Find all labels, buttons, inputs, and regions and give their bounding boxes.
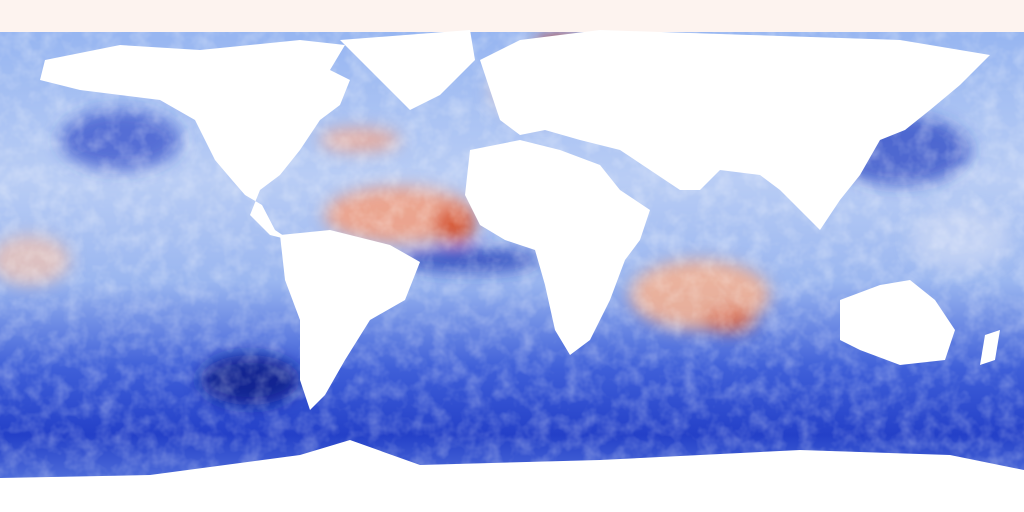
australia: [840, 280, 955, 365]
land: [0, 30, 1024, 512]
new-zealand: [980, 330, 1000, 365]
north-america: [40, 40, 350, 240]
eurasia: [480, 30, 990, 230]
antarctica: [0, 440, 1024, 512]
africa: [465, 140, 650, 355]
greenland: [340, 30, 475, 110]
south-america: [280, 230, 420, 410]
sea-ice: [0, 0, 1024, 32]
